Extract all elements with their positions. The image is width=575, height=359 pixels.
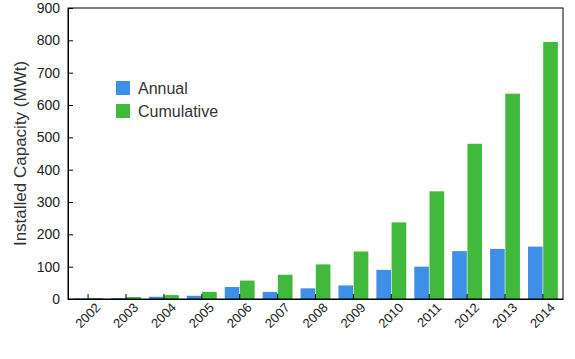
bar — [278, 275, 293, 299]
tick: 2007 — [262, 294, 293, 331]
tick-label: 900 — [37, 0, 61, 16]
tick-mark — [542, 294, 543, 299]
bar — [164, 295, 179, 299]
tick-label: 2013 — [489, 300, 520, 331]
bar — [543, 42, 558, 299]
tick: 2010 — [375, 294, 406, 331]
tick-mark — [163, 294, 164, 299]
legend-swatch — [116, 104, 130, 118]
bar — [376, 270, 391, 299]
tick-label: 500 — [37, 129, 61, 145]
tick-mark — [68, 234, 73, 235]
bar — [225, 287, 240, 299]
tick-mark — [68, 202, 73, 203]
tick-label: 2002 — [72, 300, 103, 331]
tick-mark — [125, 294, 126, 299]
bar — [301, 288, 316, 299]
tick-mark — [68, 105, 73, 106]
tick-label: 2005 — [186, 300, 217, 331]
tick-mark — [391, 294, 392, 299]
tick-mark — [505, 294, 506, 299]
tick-label: 2006 — [224, 300, 255, 331]
tick: 2008 — [300, 294, 331, 331]
tick-label: 2007 — [262, 300, 293, 331]
tick-label: 400 — [37, 162, 61, 178]
bar — [414, 267, 429, 299]
legend-swatch — [116, 81, 130, 95]
tick: 2014 — [527, 294, 558, 331]
tick-label: 100 — [37, 259, 61, 275]
tick: 2009 — [337, 294, 368, 331]
legend-item: Annual — [116, 80, 188, 97]
bar — [354, 251, 369, 299]
tick: 2013 — [489, 294, 520, 331]
series — [88, 42, 557, 299]
legend-item: Cumulative — [116, 103, 218, 120]
bar — [452, 251, 467, 299]
tick-label: 2014 — [527, 300, 558, 331]
tick-mark — [467, 294, 468, 299]
tick: 2002 — [72, 294, 103, 331]
tick-mark — [88, 294, 89, 299]
tick-label: 2003 — [110, 300, 141, 331]
legend-label: Annual — [138, 80, 188, 97]
bar — [430, 191, 445, 299]
tick-label: 800 — [37, 32, 61, 48]
tick-label: 700 — [37, 65, 61, 81]
tick: 2004 — [148, 294, 179, 331]
tick-label: 2004 — [148, 300, 179, 331]
tick-mark — [68, 40, 73, 41]
tick-mark — [315, 294, 316, 299]
tick-mark — [68, 170, 73, 171]
bar — [240, 281, 255, 299]
tick-label: 200 — [37, 226, 61, 242]
tick-mark — [429, 294, 430, 299]
axis-title: Installed Capacity (MWt) — [11, 61, 30, 246]
tick-label: 0 — [52, 291, 60, 307]
tick-label: 600 — [37, 97, 61, 113]
bar — [202, 292, 217, 299]
tick-label: 2012 — [451, 300, 482, 331]
plot: 0 100 200 300 400 500 600 700 800 900 200220032004… — [37, 0, 564, 331]
tick-mark — [68, 73, 73, 74]
tick: 2005 — [186, 294, 217, 331]
tick: 2003 — [110, 294, 141, 331]
chart: 0 100 200 300 400 500 600 700 800 900 200220032004… — [0, 0, 575, 359]
bar — [467, 144, 482, 299]
tick-mark — [201, 294, 202, 299]
bars — [73, 42, 558, 299]
bar — [528, 247, 543, 299]
tick-label: 2010 — [375, 300, 406, 331]
tick-label: 2009 — [337, 300, 368, 331]
tick-label: 300 — [37, 194, 61, 210]
legend-label: Cumulative — [138, 103, 218, 120]
tick-label: 2011 — [414, 300, 444, 330]
tick-mark — [353, 294, 354, 299]
bar — [392, 222, 407, 299]
frame — [68, 8, 563, 299]
legend: Annual Cumulative — [116, 80, 218, 120]
bar — [490, 249, 505, 299]
tick: 2006 — [224, 294, 255, 331]
tick-mark — [68, 267, 73, 268]
tick-mark — [239, 294, 240, 299]
bar — [505, 94, 520, 299]
tick: 2012 — [451, 294, 482, 331]
bar — [263, 292, 278, 299]
x-axis: 200220032004200520062007200820092010 2011… — [69, 294, 564, 331]
bar — [338, 285, 353, 299]
tick-mark — [277, 294, 278, 299]
tick-mark — [68, 137, 73, 138]
bar — [316, 264, 331, 299]
tick-label: 2008 — [300, 300, 331, 331]
